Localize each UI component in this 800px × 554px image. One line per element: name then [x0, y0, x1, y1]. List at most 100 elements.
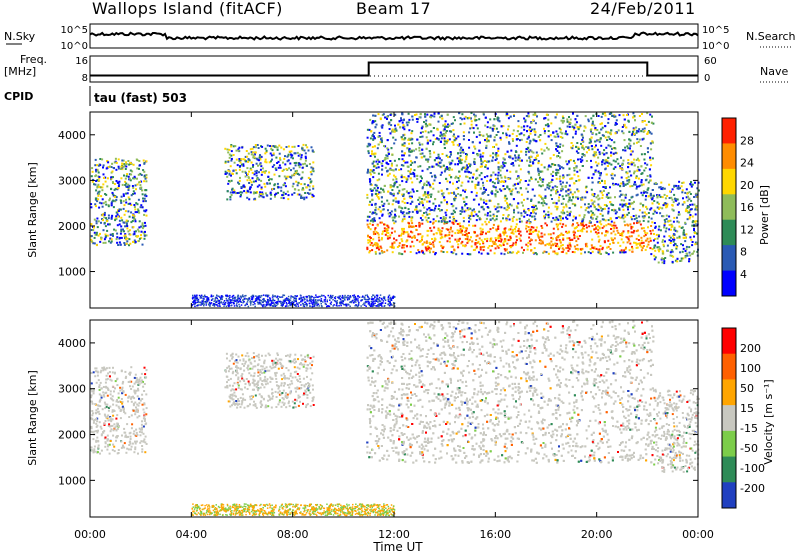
heatmap-cell: [280, 146, 283, 149]
heatmap-cell: [498, 179, 500, 182]
heatmap-cell: [269, 191, 272, 194]
heatmap-cell: [383, 250, 386, 253]
heatmap-cell: [466, 241, 469, 244]
heatmap-cell: [673, 216, 676, 219]
heatmap-cell: [509, 115, 512, 118]
heatmap-cell: [230, 157, 233, 160]
heatmap-cell: [520, 201, 523, 204]
heatmap-cell: [441, 117, 444, 120]
heatmap-cell: [435, 232, 438, 235]
heatmap-cell: [285, 168, 288, 170]
heatmap-cell: [137, 173, 140, 176]
heatmap-cell: [602, 189, 605, 192]
heatmap-cell: [480, 159, 483, 162]
heatmap-cell: [431, 209, 434, 211]
heatmap-cell: [279, 166, 282, 169]
heatmap-cell: [243, 190, 246, 193]
heatmap-cell: [456, 157, 459, 160]
heatmap-cell: [134, 184, 137, 187]
heatmap-cell: [142, 159, 145, 162]
heatmap-cell: [573, 233, 576, 236]
heatmap-cell: [305, 144, 307, 147]
heatmap-cell: [421, 186, 424, 189]
heatmap-cell: [384, 116, 387, 119]
heatmap-cell: [95, 220, 98, 223]
heatmap-cell: [601, 214, 604, 217]
heatmap-cell: [227, 180, 230, 182]
heatmap-cell: [608, 162, 611, 165]
heatmap-cell: [282, 161, 284, 164]
heatmap-cell: [549, 233, 552, 236]
heatmap-cell: [525, 148, 528, 150]
heatmap-cell: [298, 162, 301, 165]
heatmap-cell: [388, 236, 391, 239]
heatmap-cell: [110, 166, 113, 168]
heatmap-cell: [425, 180, 428, 183]
heatmap-cell: [522, 204, 524, 207]
heatmap-cell: [528, 240, 531, 243]
heatmap-cell: [114, 229, 117, 232]
heatmap-cell: [510, 225, 513, 228]
heatmap-cell: [424, 115, 427, 118]
heatmap-cell: [125, 192, 128, 195]
heatmap-cell: [623, 203, 626, 206]
heatmap-cell: [542, 200, 545, 203]
heatmap-cell: [143, 233, 146, 236]
heatmap-cell: [111, 162, 114, 165]
heatmap-cell: [497, 227, 500, 230]
heatmap-cell: [433, 159, 436, 162]
heatmap-cell: [623, 118, 626, 121]
heatmap-cell: [621, 203, 624, 206]
heatmap-cell: [628, 170, 631, 173]
heatmap-cell: [515, 183, 517, 185]
heatmap-cell: [566, 125, 569, 128]
heatmap-cell: [465, 238, 468, 240]
heatmap-cell: [514, 156, 517, 159]
heatmap-cell: [465, 233, 468, 236]
heatmap-cell: [481, 205, 484, 208]
heatmap-cell: [632, 207, 635, 210]
heatmap-cell: [502, 157, 505, 160]
heatmap-cell: [627, 231, 630, 234]
heatmap-cell: [228, 148, 231, 151]
heatmap-cell: [311, 196, 314, 198]
heatmap-cell: [567, 194, 570, 197]
heatmap-cell: [468, 238, 471, 241]
heatmap-cell: [540, 185, 543, 188]
heatmap-cell: [111, 193, 114, 196]
heatmap-cell: [529, 221, 532, 223]
heatmap-cell: [559, 143, 562, 146]
heatmap-cell: [400, 176, 403, 179]
heatmap-cell: [520, 193, 523, 196]
heatmap-cell: [229, 180, 231, 183]
heatmap-cell: [138, 167, 140, 170]
heatmap-cell: [633, 241, 635, 244]
heatmap-cell: [398, 206, 401, 209]
heatmap-cell: [102, 219, 104, 222]
heatmap-cell: [651, 115, 653, 118]
heatmap-cell: [607, 210, 610, 213]
heatmap-cell: [134, 208, 137, 211]
heatmap-cell: [113, 228, 116, 231]
heatmap-cell: [242, 184, 245, 187]
heatmap-cell: [517, 156, 520, 159]
heatmap-cell: [684, 255, 687, 257]
heatmap-cell: [552, 217, 555, 220]
heatmap-cell: [126, 240, 129, 243]
heatmap-cell: [628, 138, 631, 141]
heatmap-cell: [525, 221, 528, 224]
heatmap-cell: [397, 200, 400, 203]
heatmap-cell: [412, 190, 415, 193]
heatmap-cell: [591, 203, 594, 206]
heatmap-cell: [269, 145, 272, 147]
heatmap-cell: [444, 234, 447, 237]
heatmap-cell: [497, 174, 500, 177]
heatmap-cell: [295, 161, 298, 164]
heatmap-cell: [377, 143, 380, 146]
heatmap-cell: [688, 211, 691, 214]
heatmap-cell: [144, 177, 147, 180]
heatmap-cell: [512, 164, 515, 167]
heatmap-cell: [429, 155, 432, 158]
heatmap-cell: [691, 221, 694, 224]
heatmap-cell: [602, 186, 605, 188]
